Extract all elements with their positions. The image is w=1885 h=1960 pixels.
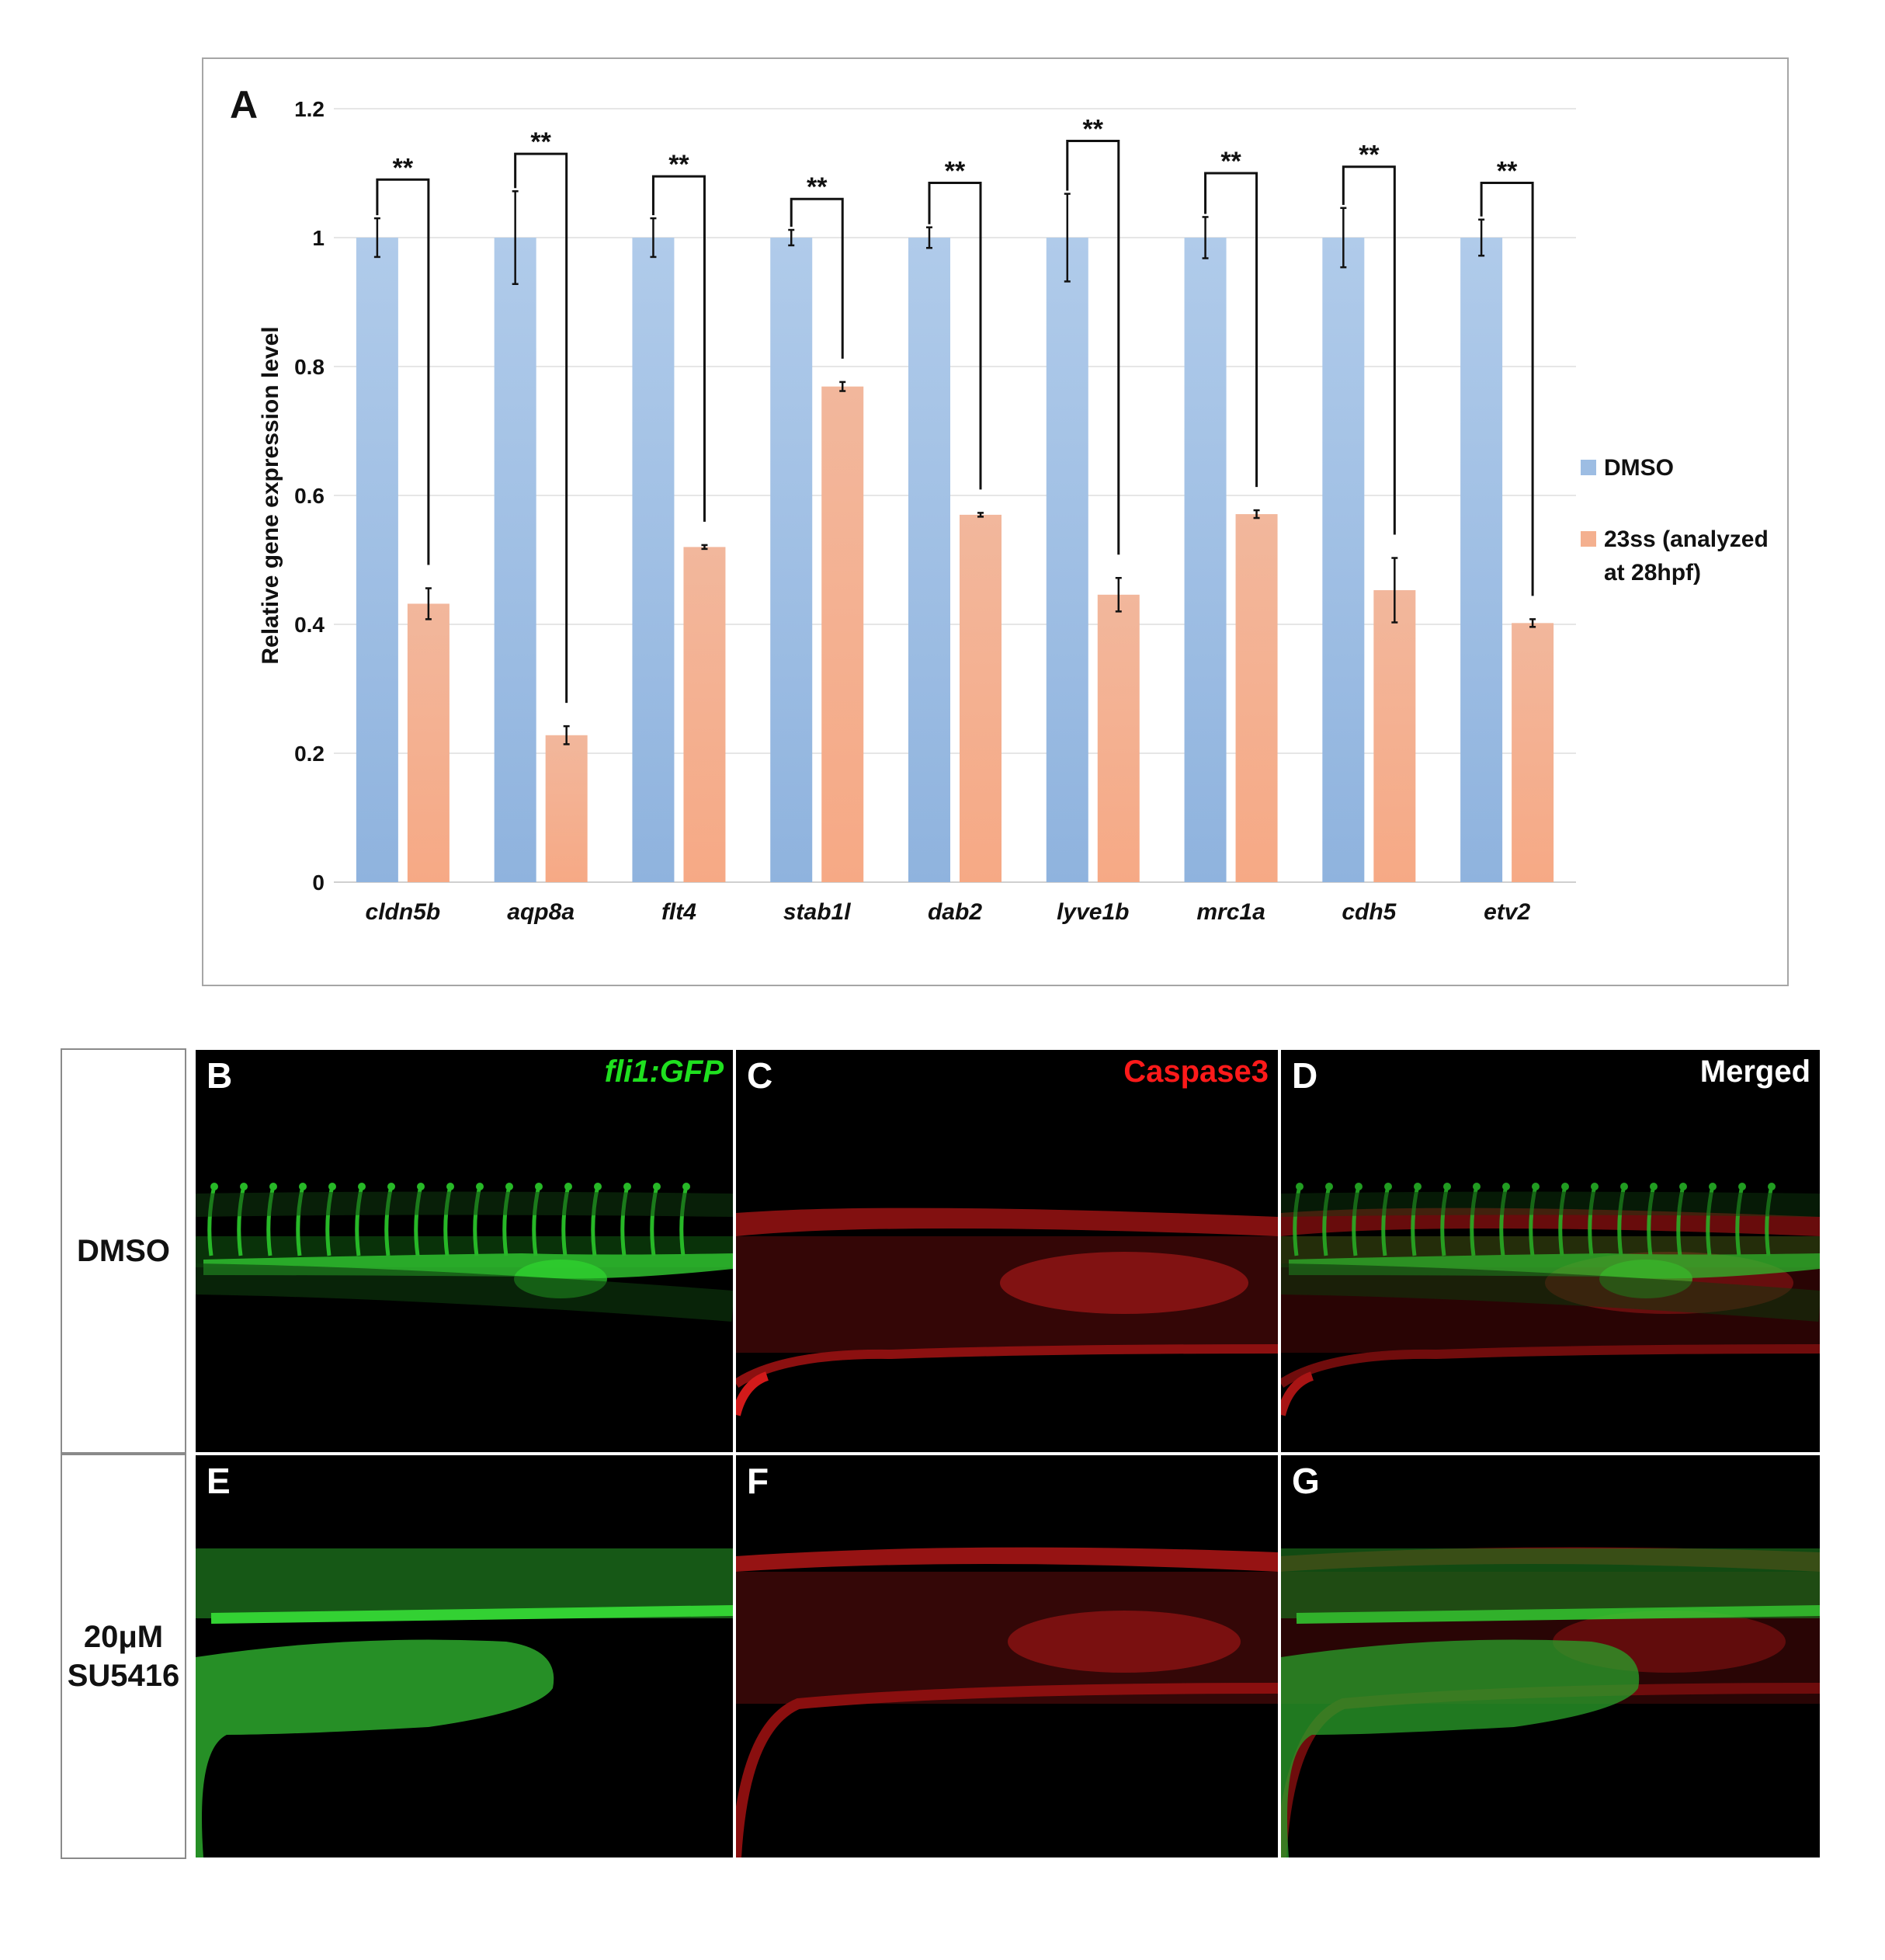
panel-letter: G	[1292, 1461, 1320, 1501]
significance-bracket	[376, 178, 430, 565]
y-tick-label: 1.2	[294, 97, 325, 121]
bar-dmso	[494, 238, 536, 882]
micrograph-panel-g: G	[1281, 1455, 1820, 1857]
panel-letter: B	[207, 1055, 233, 1096]
bar-23ss	[683, 547, 726, 882]
x-tick-label: cdh5	[1342, 899, 1397, 925]
bar-dmso	[1046, 238, 1088, 882]
significance-label: **	[1497, 156, 1518, 186]
y-tick-label: 0.2	[294, 742, 325, 766]
significance-bracket	[1480, 181, 1534, 596]
micrograph-image	[196, 1183, 733, 1322]
x-tick-label: dab2	[928, 899, 982, 925]
panel-letter: F	[747, 1461, 769, 1501]
y-tick-label: 1	[312, 226, 325, 250]
significance-label: **	[807, 172, 828, 202]
bar-dmso	[1184, 238, 1227, 882]
channel-tag: Caspase3	[1123, 1055, 1269, 1089]
micrograph-panel-f: F	[736, 1455, 1278, 1857]
micrograph-image	[736, 1547, 1278, 1857]
x-tick-label: stab1l	[783, 899, 851, 925]
bar-23ss	[960, 514, 1002, 882]
micrograph-panel-c: C Caspase3	[736, 1050, 1278, 1452]
bar-23ss	[1373, 590, 1416, 882]
micrograph-panel-d: D Merged	[1281, 1050, 1820, 1452]
significance-bracket	[1342, 165, 1396, 535]
row-label-concentration: 20μM	[83, 1620, 164, 1654]
x-tick-label: etv2	[1484, 899, 1530, 925]
x-tick-label: aqp8a	[507, 899, 575, 925]
x-tick-label: cldn5b	[366, 899, 441, 925]
panel-letter: C	[747, 1055, 773, 1096]
bar-dmso	[632, 238, 675, 882]
micrograph-image	[196, 1548, 733, 1857]
y-axis-label: Relative gene expression level	[258, 326, 283, 664]
panel-letter: E	[207, 1461, 231, 1501]
bar-dmso	[1460, 238, 1503, 882]
significance-bracket	[651, 175, 706, 522]
bar-23ss	[1512, 623, 1554, 882]
row-label-drug: SU5416	[67, 1659, 180, 1693]
y-tick-label: 0	[312, 871, 325, 895]
micrograph-image	[1281, 1183, 1820, 1416]
bar-23ss	[1097, 594, 1140, 882]
bar-23ss	[1235, 514, 1278, 882]
micrograph-panel-e: E	[196, 1455, 733, 1857]
bar-dmso	[908, 238, 950, 882]
bar-dmso	[770, 238, 813, 882]
bar-dmso	[1322, 238, 1365, 882]
significance-bracket	[1204, 172, 1258, 488]
row-label-dmso-text: DMSO	[77, 1234, 170, 1268]
panel-label-A: A	[230, 83, 258, 127]
channel-tag: fli1:GFP	[604, 1055, 724, 1089]
legend-label-23ss-line1: 23ss (analyzed	[1604, 526, 1769, 552]
y-tick-label: 0.4	[294, 613, 325, 637]
panel-letter: D	[1292, 1055, 1318, 1096]
bar-chart: A Relative gene expression level 0 0.2 0.4 0.…	[230, 83, 1769, 925]
significance-label: **	[1359, 141, 1380, 170]
significance-bracket	[790, 197, 844, 359]
y-tick-label: 0.8	[294, 355, 325, 379]
x-tick-label: mrc1a	[1196, 899, 1265, 925]
bar-23ss	[407, 603, 450, 882]
bar-23ss	[545, 735, 588, 882]
channel-tag: Merged	[1699, 1055, 1810, 1089]
bar-23ss	[821, 386, 864, 883]
significance-bracket	[928, 181, 982, 490]
significance-label: **	[945, 156, 966, 186]
legend-label-23ss-line2: at 28hpf)	[1604, 560, 1701, 586]
legend-swatch-dmso	[1581, 460, 1596, 475]
y-tick-label: 0.6	[294, 484, 325, 508]
significance-label: **	[1220, 147, 1241, 176]
legend-label-dmso: DMSO	[1604, 455, 1674, 481]
row-label-dmso: DMSO	[61, 1048, 186, 1454]
significance-label: **	[530, 127, 551, 157]
legend-swatch-23ss	[1581, 531, 1596, 547]
micrograph-image	[1281, 1547, 1820, 1857]
x-tick-label: flt4	[661, 899, 696, 925]
micrograph-image	[736, 1208, 1278, 1416]
significance-label: **	[668, 150, 689, 179]
significance-label: **	[1083, 115, 1104, 144]
bar-dmso	[356, 238, 398, 882]
significance-label: **	[393, 153, 414, 182]
x-tick-label: lyve1b	[1057, 899, 1129, 925]
row-label-su5416: 20μM SU5416	[61, 1454, 186, 1859]
significance-bracket	[1066, 140, 1120, 555]
significance-bracket	[514, 152, 568, 704]
